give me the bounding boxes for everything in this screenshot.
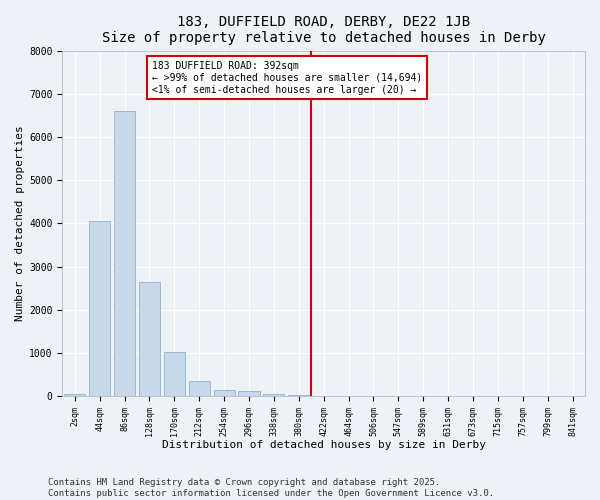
Bar	[89, 221, 110, 396]
Text: 183 DUFFIELD ROAD: 392sqm
← >99% of detached houses are smaller (14,694)
<1% of : 183 DUFFIELD ROAD: 392sqm ← >99% of deta…	[152, 62, 422, 94]
Bar	[188, 382, 210, 396]
Bar	[238, 392, 260, 396]
Bar	[288, 395, 310, 396]
Bar	[139, 282, 160, 396]
Title: 183, DUFFIELD ROAD, DERBY, DE22 1JB
Size of property relative to detached houses: 183, DUFFIELD ROAD, DERBY, DE22 1JB Size…	[102, 15, 545, 45]
X-axis label: Distribution of detached houses by size in Derby: Distribution of detached houses by size …	[161, 440, 485, 450]
Text: Contains HM Land Registry data © Crown copyright and database right 2025.
Contai: Contains HM Land Registry data © Crown c…	[48, 478, 494, 498]
Y-axis label: Number of detached properties: Number of detached properties	[15, 126, 25, 321]
Bar	[214, 390, 235, 396]
Bar	[114, 111, 135, 396]
Bar	[263, 394, 284, 396]
Bar	[64, 394, 85, 396]
Bar	[164, 352, 185, 396]
